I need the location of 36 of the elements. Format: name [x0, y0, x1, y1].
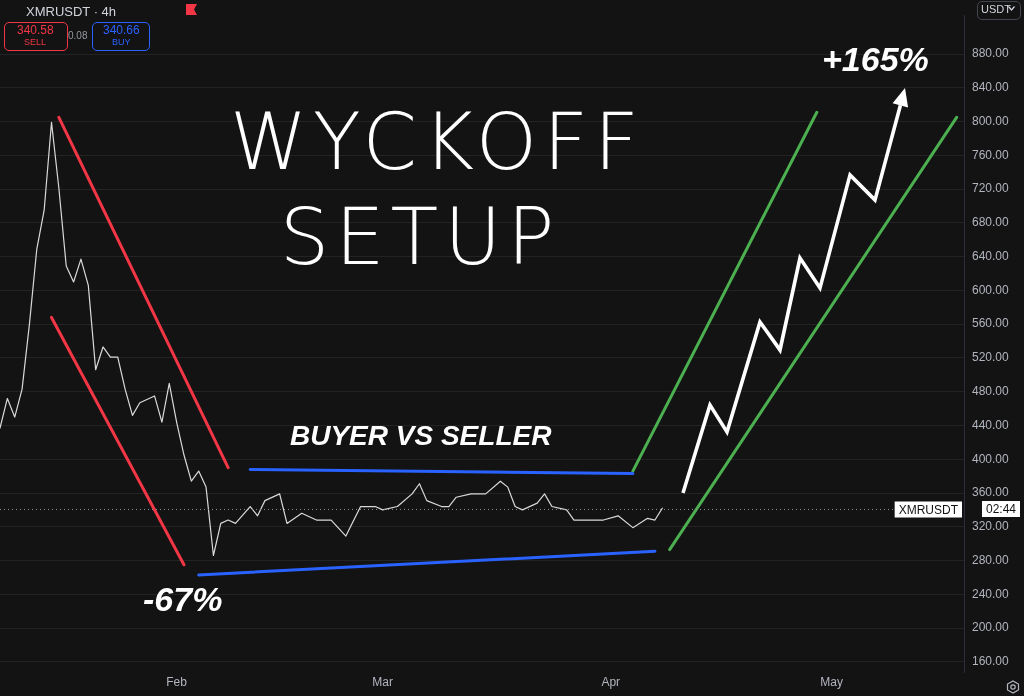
annotation: +165%: [822, 40, 929, 79]
y-tick-label: 520.00: [972, 350, 1010, 365]
ref-line-label: XMRUSDT: [898, 502, 959, 517]
annotation: 340.66: [103, 23, 140, 37]
y-tick-label: 640.00: [972, 248, 1010, 263]
y-tick-label: 440.00: [972, 417, 1010, 432]
y-tick-label: 480.00: [972, 384, 1010, 399]
annotation: -67%: [143, 580, 223, 619]
y-tick-label: 400.00: [972, 451, 1010, 466]
annotation: 0.08: [68, 30, 88, 41]
text: USDT: [981, 3, 1011, 15]
annotation: SELL: [24, 37, 47, 47]
text: 02:44: [982, 501, 1021, 517]
x-tick-label: Mar: [372, 674, 393, 689]
y-tick-label: 320.00: [972, 519, 1010, 534]
annotation: WYCKOFF SETUP: [230, 96, 645, 284]
y-tick-label: 160.00: [972, 654, 1010, 669]
y-tick-label: 880.00: [972, 46, 1010, 61]
x-tick-label: May: [820, 674, 843, 689]
chart-title: XMRUSDT · 4h: [26, 4, 117, 19]
y-tick-label: 760.00: [972, 147, 1010, 162]
x-tick-label: Feb: [166, 674, 188, 689]
x-tick-label: Apr: [601, 674, 621, 689]
y-tick-label: 360.00: [972, 485, 1010, 500]
y-tick-label: 200.00: [972, 620, 1010, 635]
y-tick-label: 840.00: [972, 80, 1010, 95]
annotation: BUYER VS SELLER: [290, 420, 552, 452]
annotation: BUY: [112, 37, 131, 47]
annotation: 340.58: [17, 23, 54, 37]
y-tick-label: 600.00: [972, 282, 1010, 297]
y-tick-label: 680.00: [972, 215, 1010, 230]
y-tick-label: 280.00: [972, 552, 1010, 567]
y-tick-label: 720.00: [972, 181, 1010, 196]
y-tick-label: 800.00: [972, 113, 1010, 128]
y-tick-label: 240.00: [972, 586, 1010, 601]
y-tick-label: 560.00: [972, 316, 1010, 331]
